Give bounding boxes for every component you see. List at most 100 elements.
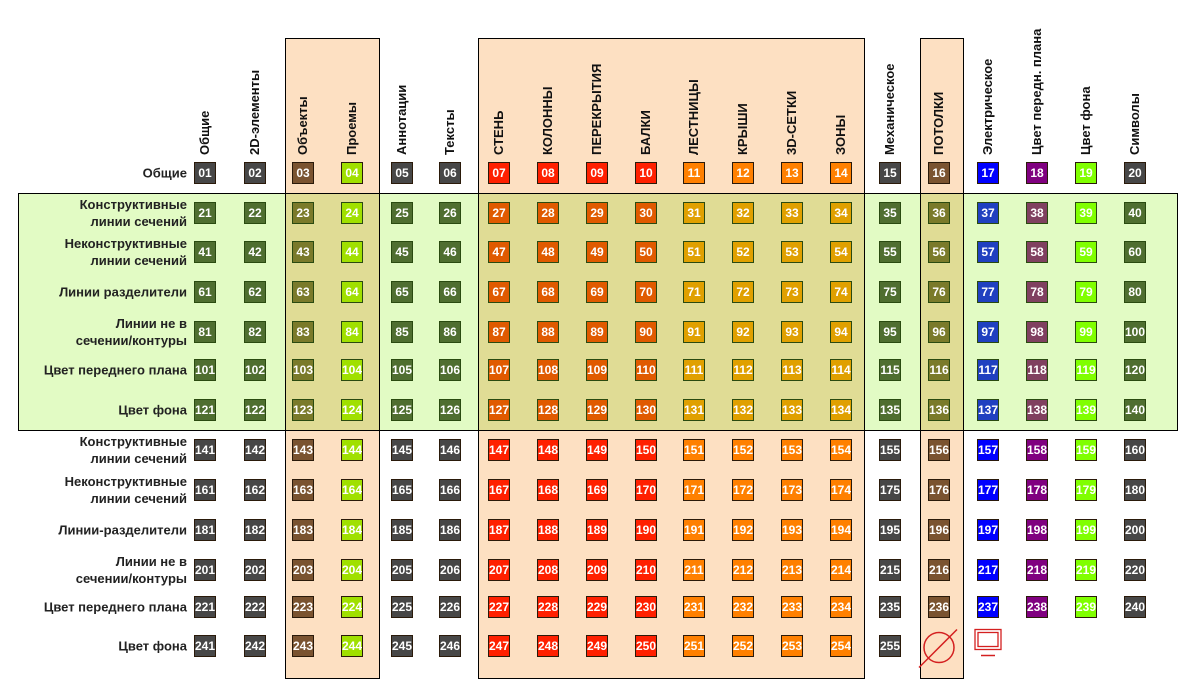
color-swatch[interactable]: 245 — [391, 635, 413, 657]
color-swatch[interactable]: 34 — [830, 202, 852, 224]
color-swatch[interactable]: 141 — [194, 439, 216, 461]
color-swatch[interactable]: 71 — [683, 281, 705, 303]
color-swatch[interactable]: 43 — [292, 241, 314, 263]
color-swatch[interactable]: 240 — [1124, 596, 1146, 618]
color-swatch[interactable]: 198 — [1026, 519, 1048, 541]
color-swatch[interactable]: 110 — [635, 359, 657, 381]
color-swatch[interactable]: 23 — [292, 202, 314, 224]
color-swatch[interactable]: 63 — [292, 281, 314, 303]
color-swatch[interactable]: 52 — [732, 241, 754, 263]
color-swatch[interactable]: 95 — [879, 321, 901, 343]
color-swatch[interactable]: 204 — [341, 559, 363, 581]
color-swatch[interactable]: 32 — [732, 202, 754, 224]
color-swatch[interactable]: 199 — [1075, 519, 1097, 541]
color-swatch[interactable]: 45 — [391, 241, 413, 263]
color-swatch[interactable]: 179 — [1075, 479, 1097, 501]
color-swatch[interactable]: 48 — [537, 241, 559, 263]
color-swatch[interactable]: 244 — [341, 635, 363, 657]
color-swatch[interactable]: 22 — [244, 202, 266, 224]
color-swatch[interactable]: 158 — [1026, 439, 1048, 461]
color-swatch[interactable]: 251 — [683, 635, 705, 657]
color-swatch[interactable]: 15 — [879, 162, 901, 184]
color-swatch[interactable]: 91 — [683, 321, 705, 343]
color-swatch[interactable]: 236 — [928, 596, 950, 618]
color-swatch[interactable]: 51 — [683, 241, 705, 263]
color-swatch[interactable]: 01 — [194, 162, 216, 184]
color-swatch[interactable]: 04 — [341, 162, 363, 184]
color-swatch[interactable]: 98 — [1026, 321, 1048, 343]
color-swatch[interactable]: 107 — [488, 359, 510, 381]
color-swatch[interactable]: 166 — [439, 479, 461, 501]
color-swatch[interactable]: 29 — [586, 202, 608, 224]
color-swatch[interactable]: 202 — [244, 559, 266, 581]
color-swatch[interactable]: 33 — [781, 202, 803, 224]
color-swatch[interactable]: 55 — [879, 241, 901, 263]
monitor-icon[interactable] — [973, 628, 1003, 665]
color-swatch[interactable]: 194 — [830, 519, 852, 541]
color-swatch[interactable]: 136 — [928, 399, 950, 421]
color-swatch[interactable]: 17 — [977, 162, 999, 184]
color-swatch[interactable]: 82 — [244, 321, 266, 343]
color-swatch[interactable]: 14 — [830, 162, 852, 184]
color-swatch[interactable]: 150 — [635, 439, 657, 461]
color-swatch[interactable]: 113 — [781, 359, 803, 381]
color-swatch[interactable]: 234 — [830, 596, 852, 618]
color-swatch[interactable]: 05 — [391, 162, 413, 184]
color-swatch[interactable]: 96 — [928, 321, 950, 343]
color-swatch[interactable]: 26 — [439, 202, 461, 224]
color-swatch[interactable]: 145 — [391, 439, 413, 461]
color-swatch[interactable]: 197 — [977, 519, 999, 541]
color-swatch[interactable]: 76 — [928, 281, 950, 303]
color-swatch[interactable]: 92 — [732, 321, 754, 343]
color-swatch[interactable]: 105 — [391, 359, 413, 381]
color-swatch[interactable]: 220 — [1124, 559, 1146, 581]
color-swatch[interactable]: 73 — [781, 281, 803, 303]
color-swatch[interactable]: 219 — [1075, 559, 1097, 581]
color-swatch[interactable]: 02 — [244, 162, 266, 184]
color-swatch[interactable]: 210 — [635, 559, 657, 581]
color-swatch[interactable]: 09 — [586, 162, 608, 184]
color-swatch[interactable]: 84 — [341, 321, 363, 343]
color-swatch[interactable]: 37 — [977, 202, 999, 224]
color-swatch[interactable]: 12 — [732, 162, 754, 184]
color-swatch[interactable]: 143 — [292, 439, 314, 461]
color-swatch[interactable]: 115 — [879, 359, 901, 381]
color-swatch[interactable]: 226 — [439, 596, 461, 618]
color-swatch[interactable]: 47 — [488, 241, 510, 263]
color-swatch[interactable]: 216 — [928, 559, 950, 581]
color-swatch[interactable]: 139 — [1075, 399, 1097, 421]
color-swatch[interactable]: 201 — [194, 559, 216, 581]
color-swatch[interactable]: 10 — [635, 162, 657, 184]
color-swatch[interactable]: 221 — [194, 596, 216, 618]
color-swatch[interactable]: 109 — [586, 359, 608, 381]
color-swatch[interactable]: 106 — [439, 359, 461, 381]
color-swatch[interactable]: 235 — [879, 596, 901, 618]
color-swatch[interactable]: 181 — [194, 519, 216, 541]
color-swatch[interactable]: 130 — [635, 399, 657, 421]
color-swatch[interactable]: 108 — [537, 359, 559, 381]
color-swatch[interactable]: 28 — [537, 202, 559, 224]
color-swatch[interactable]: 39 — [1075, 202, 1097, 224]
color-swatch[interactable]: 162 — [244, 479, 266, 501]
color-swatch[interactable]: 152 — [732, 439, 754, 461]
no-color-icon[interactable] — [917, 626, 961, 675]
color-swatch[interactable]: 40 — [1124, 202, 1146, 224]
color-swatch[interactable]: 67 — [488, 281, 510, 303]
color-swatch[interactable]: 111 — [683, 359, 705, 381]
color-swatch[interactable]: 249 — [586, 635, 608, 657]
color-swatch[interactable]: 214 — [830, 559, 852, 581]
color-swatch[interactable]: 195 — [879, 519, 901, 541]
color-swatch[interactable]: 123 — [292, 399, 314, 421]
color-swatch[interactable]: 254 — [830, 635, 852, 657]
color-swatch[interactable]: 24 — [341, 202, 363, 224]
color-swatch[interactable]: 173 — [781, 479, 803, 501]
color-swatch[interactable]: 72 — [732, 281, 754, 303]
color-swatch[interactable]: 163 — [292, 479, 314, 501]
color-swatch[interactable]: 06 — [439, 162, 461, 184]
color-swatch[interactable]: 30 — [635, 202, 657, 224]
color-swatch[interactable]: 178 — [1026, 479, 1048, 501]
color-swatch[interactable]: 103 — [292, 359, 314, 381]
color-swatch[interactable]: 185 — [391, 519, 413, 541]
color-swatch[interactable]: 56 — [928, 241, 950, 263]
color-swatch[interactable]: 68 — [537, 281, 559, 303]
